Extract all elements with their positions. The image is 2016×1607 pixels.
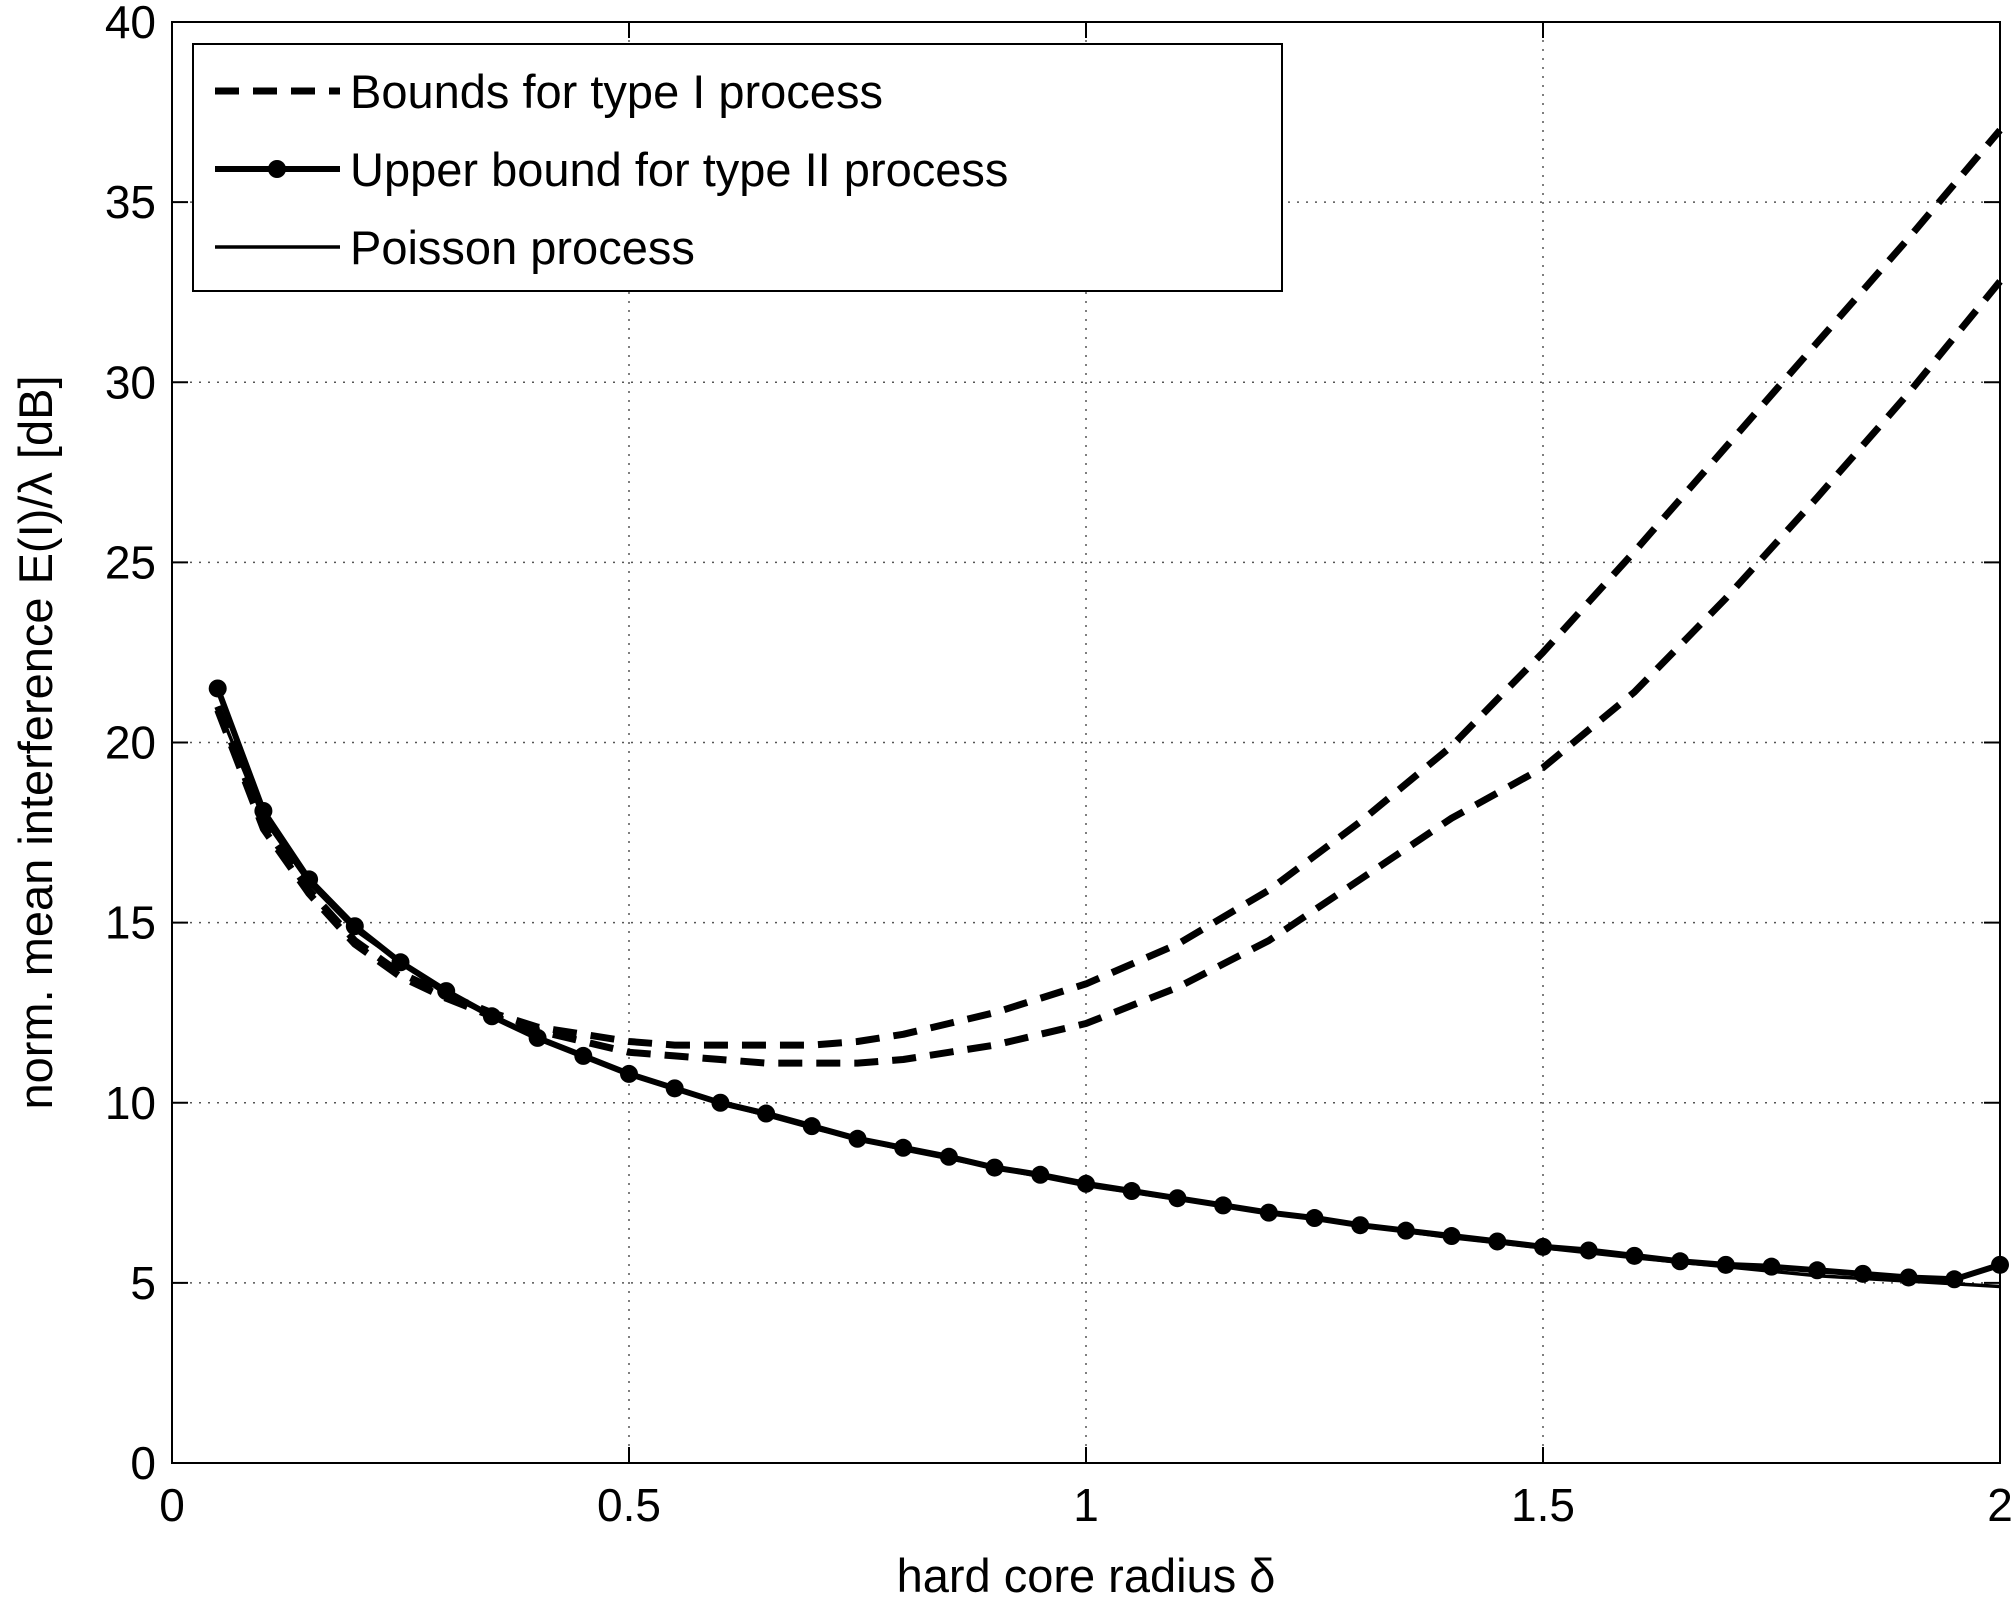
x-axis-label: hard core radius δ — [897, 1549, 1276, 1602]
y-tick-label: 0 — [130, 1437, 156, 1489]
y-tick-label: 35 — [105, 176, 156, 228]
series-point-type-ii — [939, 1147, 958, 1166]
legend-box — [192, 43, 1283, 292]
series-line-poisson — [216, 705, 2001, 1289]
series-layer — [208, 127, 2009, 1289]
y-tick-label: 40 — [105, 0, 156, 48]
y-tick-label: 5 — [130, 1257, 156, 1309]
series-point-type-ii — [1991, 1255, 2009, 1274]
axis-ticks — [171, 21, 2001, 1464]
series-point-type-ii — [1625, 1246, 1644, 1265]
y-axis-label: norm. mean interference E(I)/λ [dB] — [9, 375, 62, 1109]
x-tick-label: 1.5 — [1511, 1479, 1575, 1531]
series-point-type-ii — [1031, 1165, 1050, 1184]
series-point-type-ii — [1716, 1255, 1735, 1274]
series-point-type-ii — [1077, 1174, 1095, 1193]
series-line-type-i-bound-1 — [214, 279, 2003, 1067]
legend: Bounds for type I process Upper bound fo… — [192, 43, 1283, 292]
legend-entry-type-ii: Upper bound for type II process — [350, 143, 1008, 196]
legend-entry-poisson: Poisson process — [350, 221, 695, 274]
y-tick-label: 25 — [105, 536, 156, 588]
x-tick-label: 2 — [1987, 1479, 2013, 1531]
series-point-type-ii — [345, 917, 364, 936]
y-tick-label: 10 — [105, 1077, 156, 1129]
series-point-type-ii — [894, 1138, 913, 1157]
x-tick-label: 1 — [1073, 1479, 1099, 1531]
legend-entry-type-i: Bounds for type I process — [350, 65, 883, 118]
y-tick-label: 20 — [105, 717, 156, 769]
y-tick-label: 30 — [105, 356, 156, 408]
x-tick-label: 0.5 — [597, 1479, 661, 1531]
series-point-type-ii — [1899, 1268, 1918, 1287]
y-tick-label: 15 — [105, 897, 156, 949]
grid — [172, 22, 2000, 1463]
series-point-type-ii — [208, 679, 227, 698]
legend-marker-symbol — [268, 160, 286, 178]
x-tick-label: 0 — [159, 1479, 185, 1531]
